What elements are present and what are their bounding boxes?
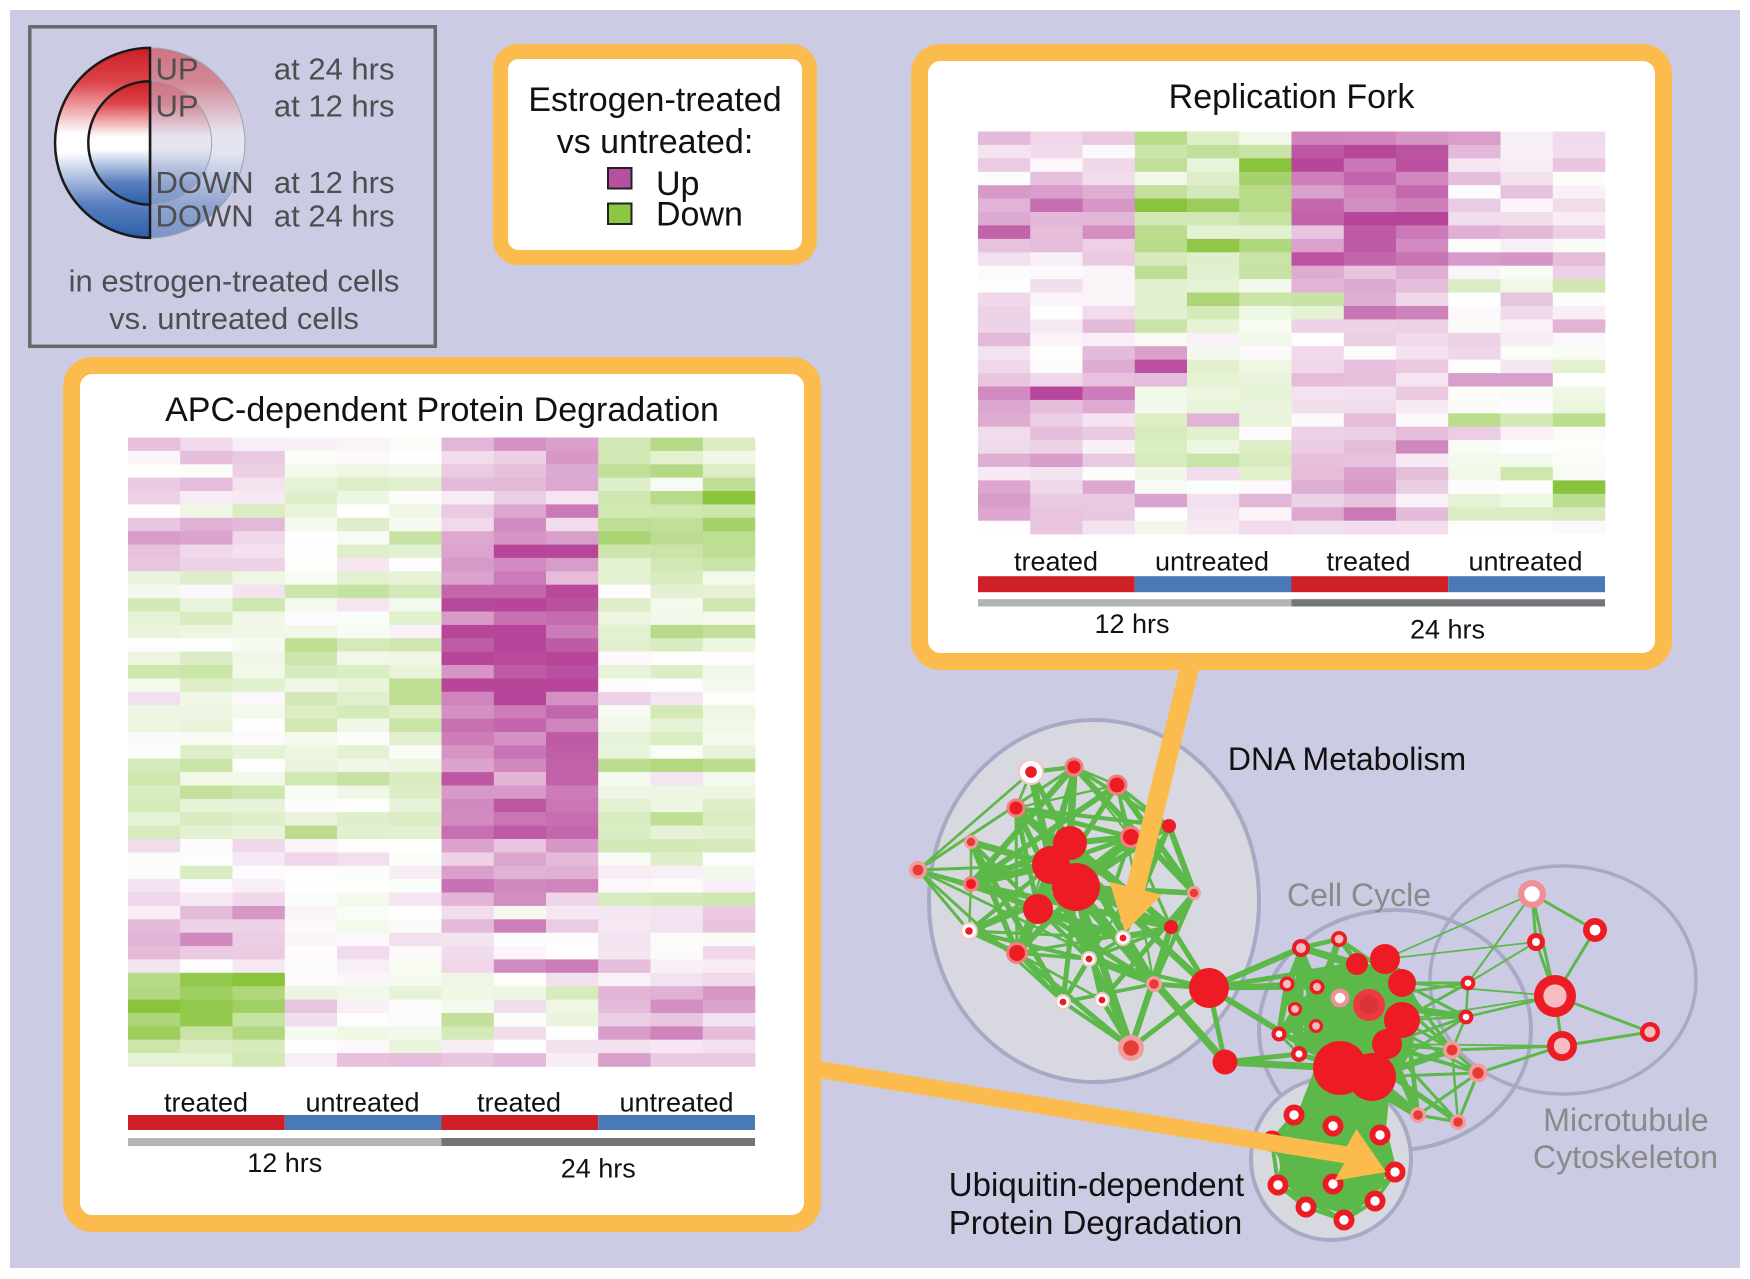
svg-text:Protein Degradation: Protein Degradation <box>949 1204 1243 1241</box>
svg-text:vs. untreated cells: vs. untreated cells <box>109 301 359 336</box>
svg-text:24 hrs: 24 hrs <box>561 1154 636 1184</box>
svg-text:untreated: untreated <box>619 1088 733 1118</box>
svg-text:treated: treated <box>477 1088 561 1118</box>
svg-text:UP: UP <box>156 52 199 87</box>
svg-text:DNA Metabolism: DNA Metabolism <box>1228 741 1466 777</box>
svg-text:vs untreated:: vs untreated: <box>557 123 754 161</box>
svg-text:12 hrs: 12 hrs <box>247 1148 322 1178</box>
svg-text:treated: treated <box>164 1088 248 1118</box>
svg-text:untreated: untreated <box>1155 547 1269 577</box>
svg-text:24 hrs: 24 hrs <box>1410 615 1485 645</box>
svg-text:Cytoskeleton: Cytoskeleton <box>1533 1139 1718 1175</box>
svg-text:at 24 hrs: at 24 hrs <box>274 199 395 234</box>
svg-text:Ubiquitin-dependent: Ubiquitin-dependent <box>949 1166 1244 1203</box>
svg-text:APC-dependent Protein Degradat: APC-dependent Protein Degradation <box>165 391 719 429</box>
svg-text:at 12 hrs: at 12 hrs <box>274 89 395 124</box>
svg-text:12 hrs: 12 hrs <box>1094 609 1169 639</box>
svg-text:untreated: untreated <box>1468 547 1582 577</box>
svg-text:treated: treated <box>1014 547 1098 577</box>
svg-text:Up: Up <box>656 165 699 203</box>
svg-text:UP: UP <box>156 89 199 124</box>
svg-text:Microtubule: Microtubule <box>1543 1102 1708 1138</box>
svg-text:at 24 hrs: at 24 hrs <box>274 52 395 87</box>
svg-text:DOWN: DOWN <box>156 199 254 234</box>
svg-text:in estrogen-treated cells: in estrogen-treated cells <box>69 264 400 299</box>
svg-text:DOWN: DOWN <box>156 165 254 200</box>
svg-text:treated: treated <box>1326 547 1410 577</box>
svg-text:at 12 hrs: at 12 hrs <box>274 165 395 200</box>
svg-text:Cell Cycle: Cell Cycle <box>1287 877 1431 913</box>
svg-text:Down: Down <box>656 196 743 234</box>
svg-text:Replication Fork: Replication Fork <box>1169 78 1416 116</box>
svg-text:Estrogen-treated: Estrogen-treated <box>528 81 781 119</box>
svg-text:untreated: untreated <box>305 1088 419 1118</box>
